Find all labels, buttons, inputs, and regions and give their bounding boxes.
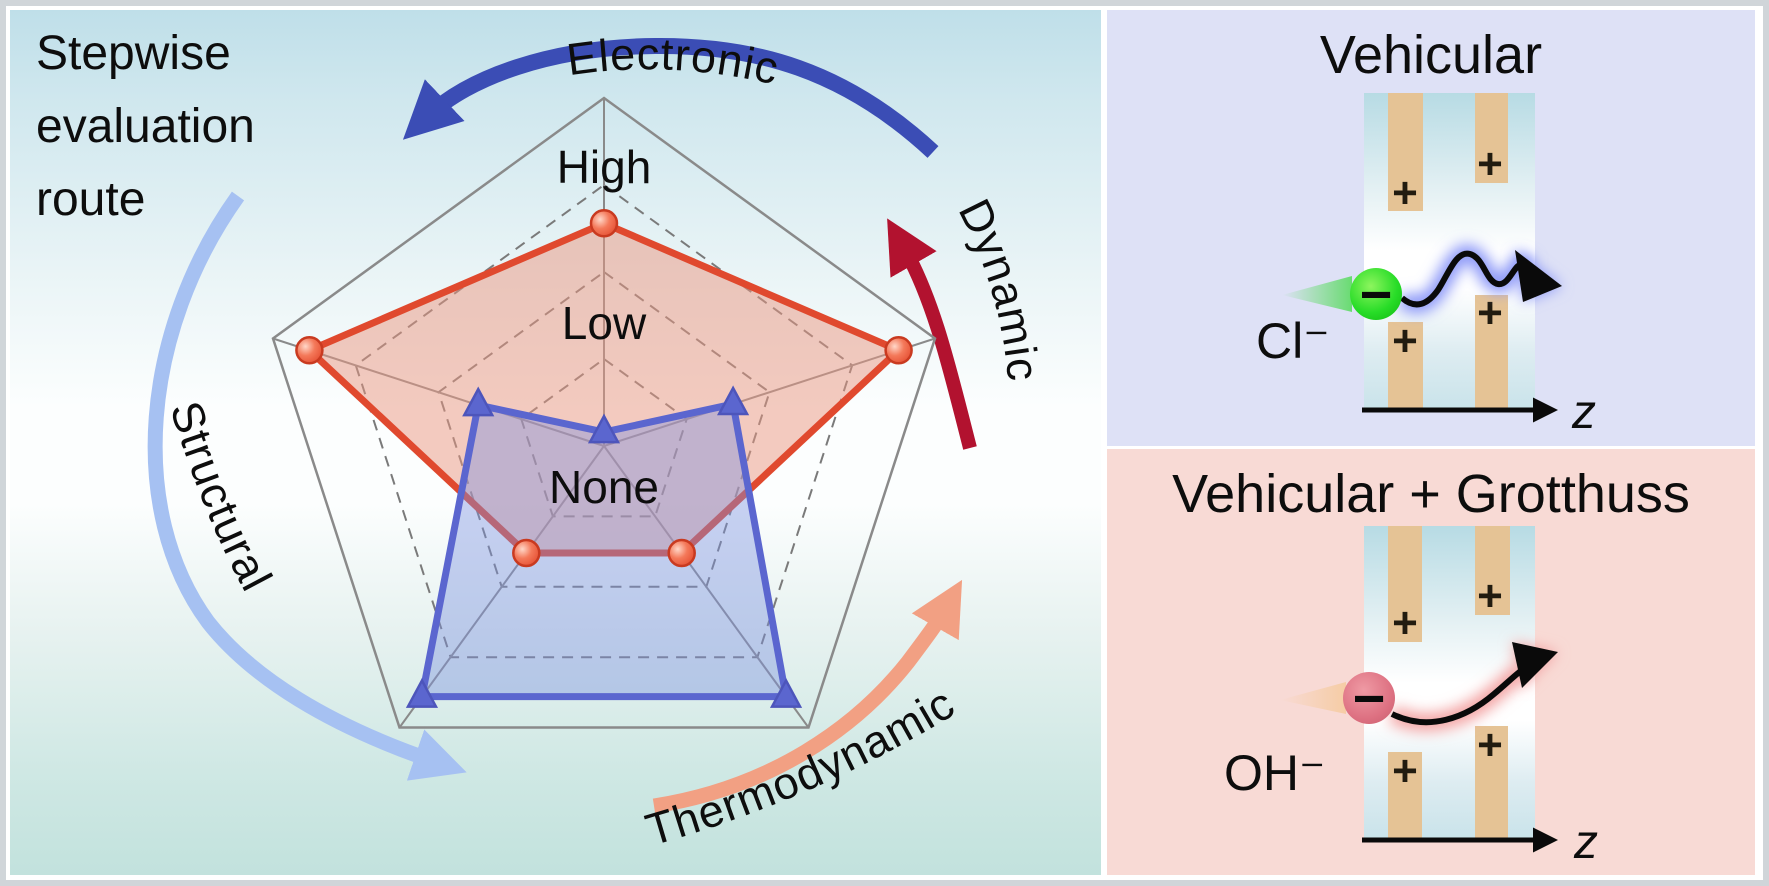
blue-series-marker: [462, 386, 495, 417]
figure-title-line: Stepwise: [36, 27, 231, 80]
plus-charge: +: [1392, 599, 1418, 648]
figure-title-line: route: [36, 172, 146, 226]
minus-charge: −: [1353, 667, 1386, 730]
plus-charge: +: [1477, 289, 1503, 338]
thermodynamic-label: Thermodynamic: [640, 677, 962, 856]
chloride-ion-icon: [1350, 268, 1402, 320]
radar-scale-low: Low: [561, 297, 647, 349]
vehicular-channel: + + + + − z: [1282, 93, 1596, 439]
figure-title-line: evaluation: [36, 99, 255, 153]
radar-series: [295, 209, 913, 708]
plus-charge: +: [1392, 747, 1418, 796]
red-series-polygon: [305, 219, 903, 557]
svg-text:Electronic: Electronic: [564, 28, 784, 94]
dynamic-arrow-icon: [887, 218, 977, 450]
blue-series-marker: [587, 413, 621, 444]
charged-wall: [1388, 752, 1422, 840]
thermodynamic-arrow-icon: [652, 579, 963, 814]
radar-scale-high: High: [556, 141, 652, 193]
z-axis-label: z: [1571, 386, 1596, 439]
charged-wall: [1388, 93, 1423, 211]
vehicular-grotthuss-title: Vehicular + Grotthuss: [1172, 464, 1690, 524]
grotthuss-channel: + + + + − z: [1280, 526, 1598, 869]
figure-title: Stepwise evaluation route: [36, 18, 255, 237]
red-series-marker: [295, 336, 324, 365]
radar-scale-none: None: [549, 461, 659, 513]
plus-charge: +: [1392, 317, 1418, 366]
red-series-marker: [884, 336, 913, 365]
z-axis: z: [1362, 386, 1596, 439]
ion-motion-trail: [1282, 276, 1352, 312]
plus-charge: +: [1477, 140, 1503, 189]
wavy-trajectory-arrow-icon: [1396, 244, 1562, 314]
blue-series-marker: [716, 385, 750, 416]
red-series-marker: [512, 538, 541, 568]
svg-text:Thermodynamic: Thermodynamic: [640, 677, 963, 856]
smooth-trajectory-arrow-icon: [1387, 642, 1558, 732]
electronic-arrow-icon: [402, 37, 939, 158]
z-axis-label: z: [1573, 816, 1598, 869]
charged-wall: [1388, 322, 1423, 410]
hydroxide-ion-label: OH⁻: [1224, 745, 1326, 801]
vehicular-title: Vehicular: [1319, 25, 1543, 85]
evaluation-route-arrows: [147, 37, 977, 814]
red-series-marker: [589, 209, 619, 238]
charged-wall: [1475, 726, 1508, 840]
plus-charge: +: [1392, 169, 1418, 218]
charged-wall: [1475, 526, 1510, 615]
blue-series-marker: [405, 677, 439, 708]
charged-wall: [1475, 295, 1508, 410]
ion-motion-trail: [1280, 682, 1346, 714]
z-axis: z: [1362, 816, 1598, 869]
minus-charge: −: [1360, 263, 1393, 326]
radar-outer-ring: [271, 96, 937, 729]
svg-text:Dynamic: Dynamic: [949, 191, 1049, 384]
red-series-marker: [667, 538, 696, 568]
plus-charge: +: [1477, 572, 1503, 621]
charged-wall: [1475, 93, 1508, 183]
blue-series-marker: [769, 677, 803, 708]
hydroxide-ion-icon: [1343, 672, 1395, 724]
electronic-label: Electronic: [564, 28, 783, 94]
structural-arrow-icon: [147, 191, 467, 781]
charged-wall: [1388, 526, 1422, 642]
chloride-ion-label: Cl⁻: [1256, 313, 1330, 369]
blue-series-polygon: [418, 400, 790, 701]
plus-charge: +: [1477, 721, 1503, 770]
dynamic-label: Dynamic: [949, 191, 1048, 384]
